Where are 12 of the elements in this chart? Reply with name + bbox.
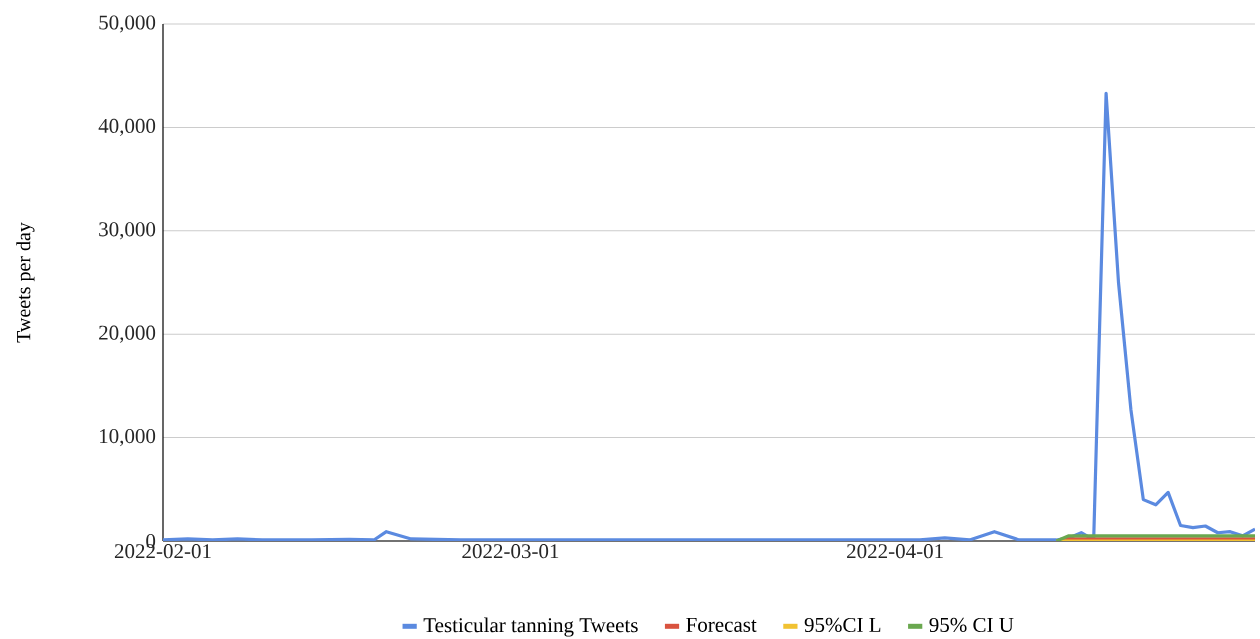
legend-label: 95% CI U	[929, 617, 1014, 633]
y-tick-label: 20,000	[99, 325, 156, 343]
legend-label: Forecast	[686, 617, 757, 632]
y-tick-label: 10,000	[100, 429, 156, 447]
legend-label: Testicular tanning Tweets	[423, 617, 638, 637]
y-tick-label: 30,000	[99, 222, 156, 240]
y-tick-label: 50,000	[99, 15, 156, 33]
x-tick-label: 2022-03-01	[462, 544, 559, 559]
x-tick-label: 2022-04-01	[847, 544, 943, 559]
y-axis-title: Tweets per day	[16, 222, 35, 343]
legend-label: 95%CI L	[804, 617, 881, 633]
y-tick-label: 40,000	[98, 118, 156, 136]
